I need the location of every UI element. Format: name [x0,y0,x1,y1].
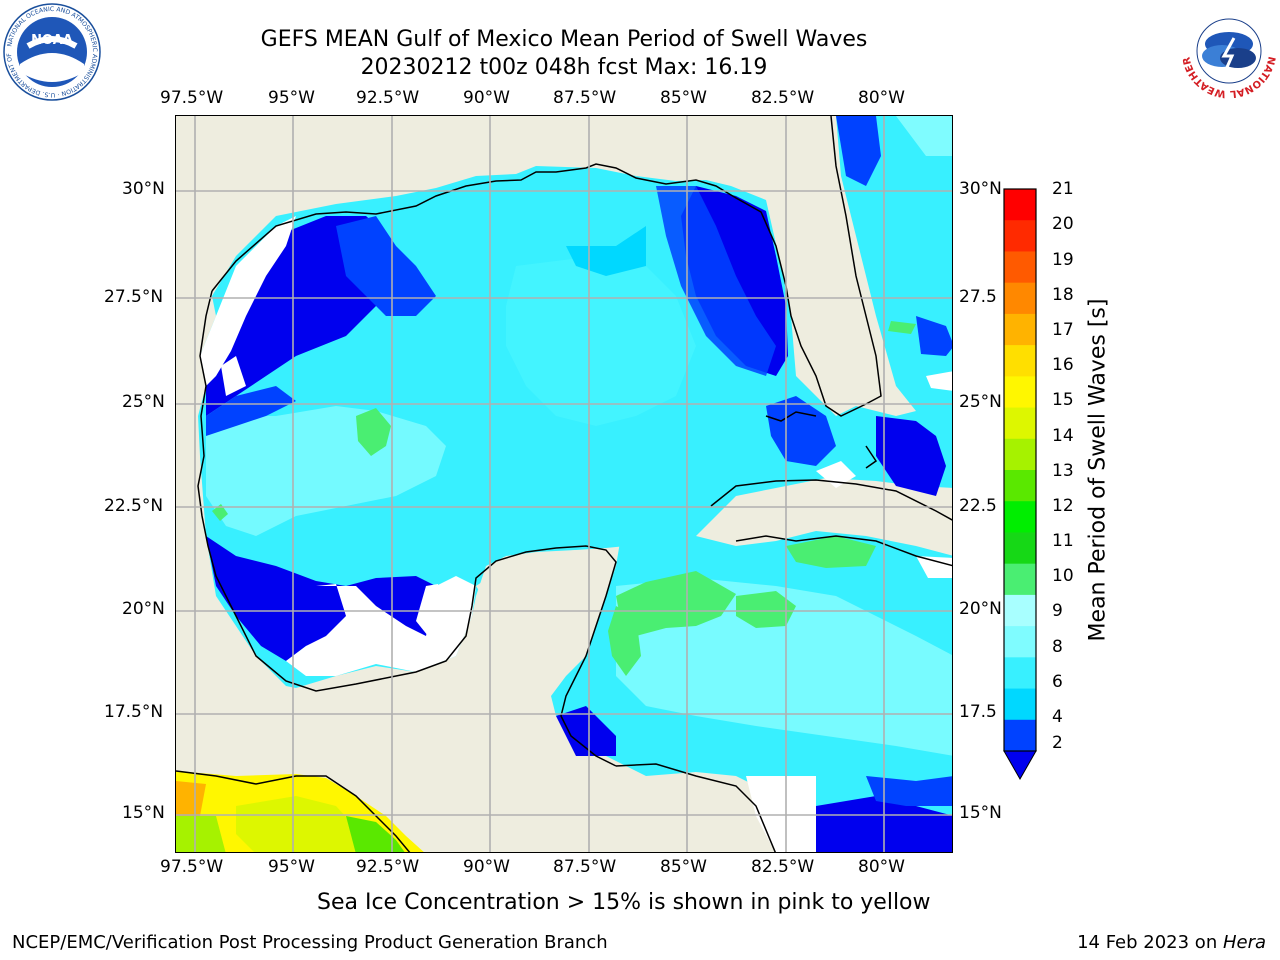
colorbar-tick: 12 [1052,496,1074,516]
graticule [176,116,952,852]
lat-label-right: 20°N [959,599,1002,619]
colorbar-tick: 2 [1052,733,1063,753]
colorbar [1000,186,1040,786]
lon-label-top: 82.5°W [751,88,815,108]
colorbar-segment [1004,532,1036,565]
caribbean-swell-field [551,526,952,852]
lon-label-bottom: 85°W [660,857,707,877]
colorbar-tick: 18 [1052,285,1074,305]
footer-date-text: 14 Feb 2023 on [1077,932,1223,953]
colorbar-tick: 4 [1052,707,1063,727]
sea-ice-caption: Sea Ice Concentration > 15% is shown in … [317,890,931,915]
colorbar-tick: 6 [1052,672,1063,692]
colorbar-segment [1004,189,1036,221]
colorbar-segment [1004,282,1036,315]
colorbar-segment [1004,594,1036,627]
colorbar-segment [1004,657,1036,690]
lon-label-top: 90°W [463,88,510,108]
colorbar-tick: 11 [1052,531,1074,551]
colorbar-tick: 13 [1052,461,1074,481]
plot-title: GEFS MEAN Gulf of Mexico Mean Period of … [260,27,868,52]
colorbar-segment [1004,501,1036,533]
pacific-swell-field [176,771,424,852]
lat-label-left: 22.5°N [104,496,164,516]
footer-date: 14 Feb 2023 on Hera [1077,932,1266,953]
gulf-swell-field [198,166,952,688]
plot-subtitle: 20230212 t00z 048h fcst Max: 16.19 [360,55,768,80]
noaa-logo-text: NOAA [31,33,73,48]
lon-label-top: 80°W [858,88,905,108]
noaa-logo-icon: NATIONAL OCEANIC AND ATMOSPHERIC ADMINIS… [0,0,102,102]
lon-label-bottom: 87.5°W [553,857,617,877]
colorbar-segment [1004,345,1036,377]
lon-label-bottom: 97.5°W [160,857,224,877]
lon-label-bottom: 82.5°W [751,857,815,877]
lat-label-right: 22.5 [959,496,997,516]
colorbar-segment [1004,376,1036,409]
lon-label-bottom: 95°W [268,857,315,877]
footer-host: Hera [1222,932,1266,953]
map-panel [175,115,953,853]
colorbar-tick: 14 [1052,426,1074,446]
colorbar-segment [1004,563,1036,596]
colorbar-label: Mean Period of Swell Waves [s] [1085,298,1111,642]
lat-label-left: 15°N [122,803,165,823]
lat-label-left: 25°N [122,392,165,412]
lon-label-top: 97.5°W [160,88,224,108]
colorbar-segment [1004,626,1036,658]
colorbar-tick: 17 [1052,320,1074,340]
footer-credit: NCEP/EMC/Verification Post Processing Pr… [12,932,608,953]
lon-label-bottom: 80°W [858,857,905,877]
colorbar-segment [1004,719,1036,752]
lon-label-top: 85°W [660,88,707,108]
colorbar-segment [1004,470,1036,502]
colorbar-segment [1004,313,1036,346]
colorbar-segment [1004,251,1036,284]
colorbar-tick: 9 [1052,601,1063,621]
colorbar-tick: 10 [1052,566,1074,586]
lat-label-left: 27.5°N [104,287,164,307]
nws-logo-icon: NATIONAL WEATHER SERVICE [1176,0,1278,100]
lat-label-right: 17.5 [959,702,997,722]
lat-label-left: 17.5°N [104,702,164,722]
lon-label-top: 92.5°W [356,88,420,108]
colorbar-tick: 20 [1052,214,1074,234]
colorbar-underflow-triangle [1003,750,1037,781]
colorbar-tick: 21 [1052,179,1074,199]
lon-label-top: 87.5°W [553,88,617,108]
coastlines [176,116,952,852]
lat-label-right: 30°N [959,179,1002,199]
lat-label-right: 15°N [959,803,1002,823]
lon-label-bottom: 92.5°W [356,857,420,877]
colorbar-segment [1004,438,1036,471]
lat-label-right: 25°N [959,392,1002,412]
colorbar-tick: 16 [1052,355,1074,375]
lat-label-left: 30°N [122,179,165,199]
lon-label-top: 95°W [268,88,315,108]
colorbar-segment [1004,407,1036,440]
colorbar-tick: 8 [1052,637,1063,657]
colorbar-segment [1004,688,1036,721]
lat-label-right: 27.5 [959,287,997,307]
lat-label-left: 20°N [122,599,165,619]
lon-label-bottom: 90°W [463,857,510,877]
colorbar-segment [1004,220,1036,252]
colorbar-tick: 19 [1052,250,1074,270]
colorbar-tick: 15 [1052,390,1074,410]
